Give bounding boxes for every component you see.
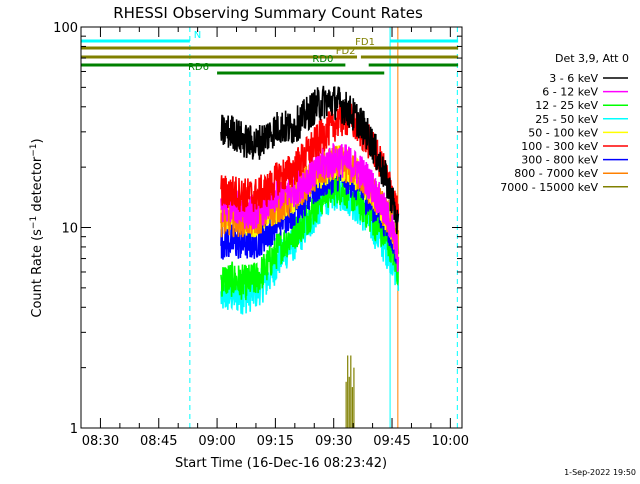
legend-header: Det 3,9, Att 0 — [555, 52, 629, 65]
legend-item-3-6-kev: 3 - 6 keV — [549, 72, 628, 85]
legend-label-12-25-kev: 12 - 25 keV — [535, 99, 598, 112]
x-tick-label-08-30: 08:30 — [82, 434, 119, 449]
chart-title: RHESSI Observing Summary Count Rates — [113, 4, 423, 22]
y-axis-label: Count Rate (s−1 detector−1) — [29, 138, 45, 317]
legend-label-25-50-kev: 25 - 50 keV — [535, 113, 598, 126]
flag-label-rd6: RD6 — [188, 62, 209, 73]
legend-label-3-6-kev: 3 - 6 keV — [549, 72, 598, 85]
legend-item-800-7000-kev: 800 - 7000 keV — [514, 167, 628, 180]
legend-item-50-100-kev: 50 - 100 keV — [528, 126, 628, 139]
legend-label-50-100-kev: 50 - 100 keV — [528, 126, 598, 139]
series-line-6-12-kev — [220, 143, 400, 272]
legend-label-6-12-kev: 6 - 12 keV — [542, 86, 598, 99]
legend-item-25-50-kev: 25 - 50 keV — [535, 113, 628, 126]
legend-label-100-300-kev: 100 - 300 keV — [521, 140, 598, 153]
flag-rd6: RD6 — [188, 62, 385, 75]
legend-item-7000-15000-kev: 7000 - 15000 keV — [500, 181, 628, 194]
y-tick-label-100: 100 — [53, 21, 78, 36]
data-series — [220, 85, 400, 428]
series-line-3-6-kev — [220, 85, 400, 235]
legend-item-300-800-kev: 300 - 800 keV — [521, 154, 628, 167]
x-tick-label-09-15: 09:15 — [257, 434, 294, 449]
legend-label-7000-15000-kev: 7000 - 15000 keV — [500, 181, 598, 194]
legend-item-12-25-kev: 12 - 25 keV — [535, 99, 628, 112]
x-tick-label-09-30: 09:30 — [315, 434, 352, 449]
legend-item-6-12-kev: 6 - 12 keV — [542, 86, 628, 99]
flag-label-fd2: FD2 — [336, 46, 356, 57]
flag-label-fd1: FD1 — [355, 37, 375, 48]
x-tick-label-08-45: 08:45 — [140, 434, 177, 449]
y-axis: 1 10 100 — [53, 21, 462, 437]
flag-label-n: N — [194, 30, 201, 41]
legend-item-100-300-kev: 100 - 300 keV — [521, 140, 628, 153]
footer-timestamp: 1-Sep-2022 19:50 — [564, 468, 636, 477]
flag-rd0: RD0 — [81, 54, 459, 67]
legend-label-800-7000-kev: 800 - 7000 keV — [514, 167, 598, 180]
flag-label-rd0: RD0 — [312, 54, 333, 65]
x-tick-label-09-00: 09:00 — [198, 434, 235, 449]
y-tick-label-1: 1 — [70, 422, 78, 437]
flag-n: N — [81, 30, 459, 43]
x-axis: 08:30 08:45 09:00 09:15 09:30 09:45 10:00 — [82, 27, 469, 449]
x-tick-label-09-45: 09:45 — [373, 434, 410, 449]
legend-label-300-800-kev: 300 - 800 keV — [521, 154, 598, 167]
flag-fd1: FD1 — [81, 37, 459, 50]
flag-fd2: FD2 — [81, 46, 459, 59]
y-tick-label-10: 10 — [61, 222, 78, 237]
x-axis-label: Start Time (16-Dec-16 08:23:42) — [175, 456, 387, 471]
series-spikes-7000-15000-kev — [345, 355, 355, 428]
x-tick-label-10-00: 10:00 — [432, 434, 469, 449]
